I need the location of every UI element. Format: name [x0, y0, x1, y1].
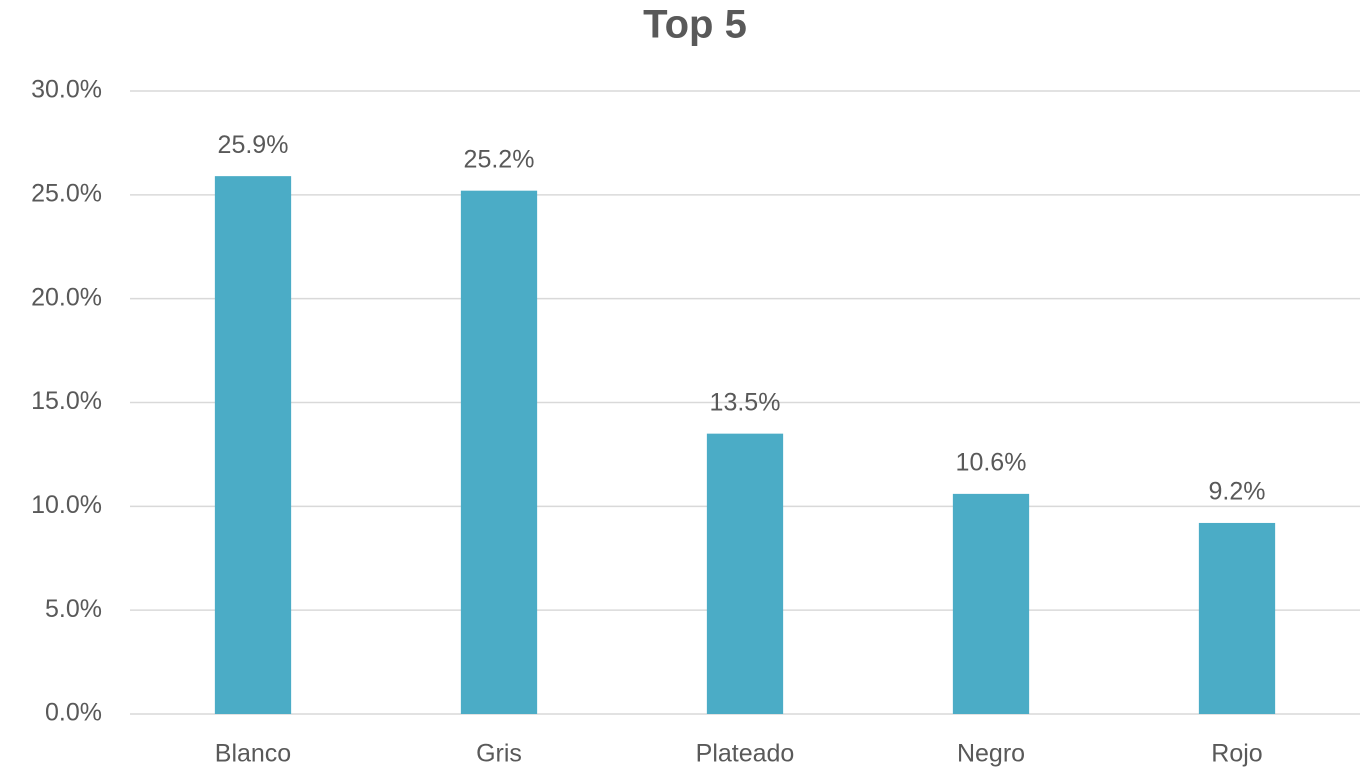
data-label: 25.9%: [218, 131, 289, 159]
y-tick-label: 5.0%: [45, 595, 102, 623]
y-tick-label: 15.0%: [31, 387, 102, 415]
y-tick-label: 30.0%: [31, 76, 102, 104]
x-tick-label: Rojo: [1211, 740, 1262, 768]
y-tick-label: 10.0%: [31, 491, 102, 519]
y-tick-label: 0.0%: [45, 699, 102, 727]
x-tick-label: Plateado: [696, 740, 795, 768]
data-label: 13.5%: [710, 388, 781, 416]
data-label: 25.2%: [464, 145, 535, 173]
bar: [1198, 522, 1276, 714]
y-tick-label: 20.0%: [31, 283, 102, 311]
x-tick-label: Negro: [957, 740, 1025, 768]
x-tick-label: Blanco: [215, 740, 291, 768]
bar: [460, 190, 538, 714]
data-label: 10.6%: [956, 448, 1027, 476]
bar: [214, 176, 292, 715]
bar: [952, 493, 1030, 714]
data-label: 9.2%: [1209, 478, 1266, 506]
bar: [706, 433, 784, 714]
y-tick-label: 25.0%: [31, 179, 102, 207]
x-tick-label: Gris: [476, 740, 522, 768]
chart-title: Top 5: [643, 3, 747, 47]
